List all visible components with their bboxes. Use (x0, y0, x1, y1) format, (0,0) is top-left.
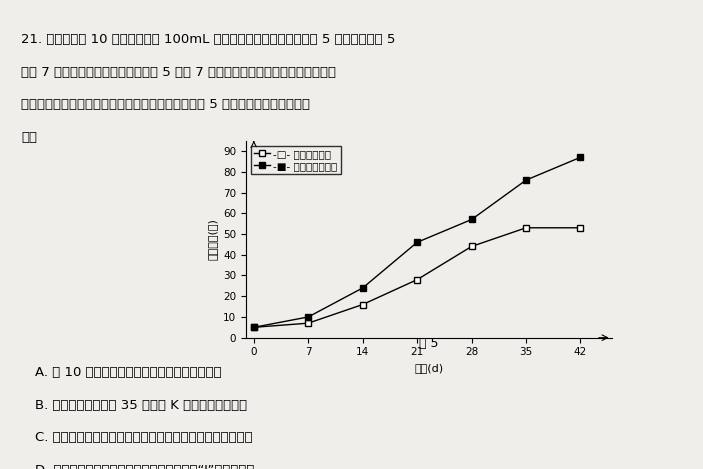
Text: 瓶每 7 天统计瓶中的浮萍数量；另外 5 瓶每 7 天统计数目后更换一次培养液。所有: 瓶每 7 天统计瓶中的浮萍数量；另外 5 瓶每 7 天统计数目后更换一次培养液。… (21, 66, 336, 79)
Y-axis label: 浮萍数量(个): 浮萍数量(个) (207, 218, 218, 260)
Text: D. 每周更换培养液组种群数量的增长曲线与“J”形曲线不同: D. 每周更换培养液组种群数量的增长曲线与“J”形曲线不同 (35, 464, 254, 469)
Text: A. 这 10 个锥形瓶中的浮萍数量都不会无限增大: A. 这 10 个锥形瓶中的浮萍数量都不会无限增大 (35, 366, 221, 379)
X-axis label: 时间(d): 时间(d) (414, 363, 444, 373)
Text: 图 5: 图 5 (419, 337, 439, 350)
Legend: -□- 未更换培养液, -■- 每周更换培养液: -□- 未更换培养液, -■- 每周更换培养液 (251, 146, 340, 174)
Text: C. 利用摇床培养可以使浮萍更好的利用培养基中的营养物质: C. 利用摇床培养可以使浮萍更好的利用培养基中的营养物质 (35, 431, 253, 445)
Text: 的是: 的是 (21, 131, 37, 144)
Text: 培养瓶均在有人工光源的摇床内培养，实验结果如图 5 所示，下列相关叙述错误: 培养瓶均在有人工光源的摇床内培养，实验结果如图 5 所示，下列相关叙述错误 (21, 98, 310, 112)
Text: 21. 科研人员取 10 个相同的装有 100mL 培养液的锥形瓶，每瓶中加入 5 片浮萍，其中 5: 21. 科研人员取 10 个相同的装有 100mL 培养液的锥形瓶，每瓶中加入 … (21, 33, 396, 46)
Text: B. 未更换培养液组在 35 天达到 K 值并一直保持不变: B. 未更换培养液组在 35 天达到 K 值并一直保持不变 (35, 399, 247, 412)
